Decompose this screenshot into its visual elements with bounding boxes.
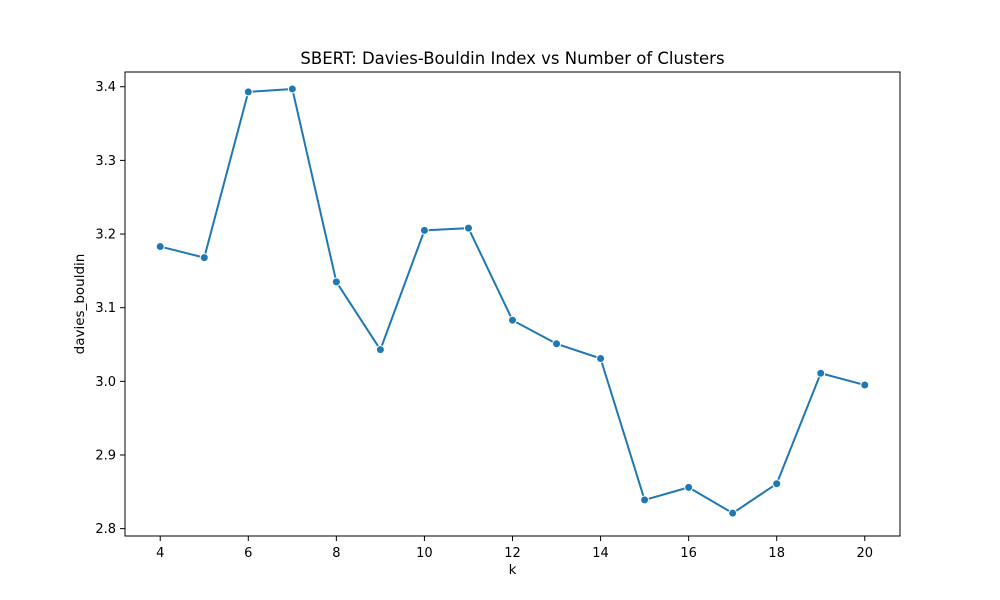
data-point bbox=[816, 368, 826, 378]
plot-area-frame bbox=[124, 71, 901, 537]
data-point bbox=[640, 495, 650, 505]
data-point bbox=[552, 339, 562, 349]
y-tick-label: 3.1 bbox=[95, 301, 116, 316]
chart-title: SBERT: Davies-Bouldin Index vs Number of… bbox=[300, 49, 724, 68]
data-point bbox=[375, 345, 385, 355]
x-tick-label: 10 bbox=[416, 546, 433, 561]
x-axis-ticks: 4 6 8 10 12 14 16 18 20 bbox=[156, 536, 873, 561]
x-tick-label: 14 bbox=[592, 546, 609, 561]
x-tick-label: 20 bbox=[856, 546, 873, 561]
y-tick-label: 3.0 bbox=[95, 375, 116, 390]
y-tick-label: 3.4 bbox=[95, 80, 116, 95]
series-layer bbox=[155, 84, 870, 518]
data-point bbox=[772, 479, 782, 489]
data-point bbox=[155, 242, 165, 252]
data-point bbox=[728, 508, 738, 518]
data-point bbox=[684, 482, 694, 492]
data-point bbox=[287, 84, 297, 94]
data-point bbox=[463, 223, 473, 233]
x-tick-label: 4 bbox=[156, 546, 164, 561]
x-tick-label: 16 bbox=[680, 546, 697, 561]
x-tick-label: 8 bbox=[332, 546, 340, 561]
y-tick-label: 3.3 bbox=[95, 154, 116, 169]
y-axis-ticks: 2.8 2.9 3.0 3.1 3.2 3.3 3.4 bbox=[95, 80, 125, 537]
y-axis-label: davies_bouldin bbox=[72, 254, 88, 355]
data-point bbox=[860, 380, 870, 390]
data-point bbox=[331, 277, 341, 287]
y-tick-label: 3.2 bbox=[95, 228, 116, 243]
y-tick-label: 2.9 bbox=[95, 448, 116, 463]
data-point bbox=[199, 253, 209, 263]
data-point bbox=[243, 87, 253, 97]
data-point bbox=[419, 225, 429, 235]
y-tick-label: 2.8 bbox=[95, 522, 116, 537]
x-tick-label: 18 bbox=[768, 546, 785, 561]
x-tick-label: 12 bbox=[504, 546, 521, 561]
x-tick-label: 6 bbox=[244, 546, 252, 561]
data-point bbox=[596, 354, 606, 364]
data-point bbox=[508, 315, 517, 325]
x-axis-label: k bbox=[509, 562, 517, 578]
